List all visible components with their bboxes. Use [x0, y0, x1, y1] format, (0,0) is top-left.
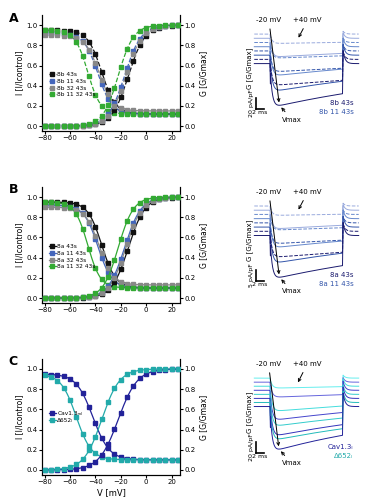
Text: 8a 43s: 8a 43s [330, 272, 353, 278]
Y-axis label: I [I/Icontrol]: I [I/Icontrol] [15, 223, 24, 267]
Text: Vmax: Vmax [282, 280, 302, 294]
Text: 5 pA/pF: 5 pA/pF [249, 264, 254, 287]
Text: 8b 43s: 8b 43s [330, 100, 353, 106]
Text: 2 ms: 2 ms [253, 454, 268, 459]
Text: -20 mV: -20 mV [256, 190, 282, 274]
Text: G [G/Gmax]: G [G/Gmax] [247, 220, 254, 261]
Text: Vmax: Vmax [282, 108, 302, 122]
Text: 20 pA/pF: 20 pA/pF [249, 90, 254, 118]
Text: Δ652ₗ: Δ652ₗ [334, 453, 353, 459]
Text: +40 mV: +40 mV [293, 190, 322, 208]
Text: B: B [9, 184, 18, 196]
X-axis label: V [mV]: V [mV] [97, 488, 126, 497]
Text: A: A [9, 12, 18, 24]
Y-axis label: G [G/Gmax]: G [G/Gmax] [199, 394, 208, 440]
Text: Cav1.3ₗ: Cav1.3ₗ [328, 444, 353, 450]
Y-axis label: I [I/Icontrol]: I [I/Icontrol] [15, 51, 24, 96]
Y-axis label: G [G/Gmax]: G [G/Gmax] [199, 50, 208, 96]
Text: +40 mV: +40 mV [293, 18, 322, 36]
Text: Vmax: Vmax [282, 452, 301, 466]
Text: 20 pA/pF: 20 pA/pF [249, 434, 254, 461]
Text: 8a 11 43s: 8a 11 43s [319, 281, 353, 287]
Text: +40 mV: +40 mV [293, 361, 321, 382]
Text: 2 ms: 2 ms [253, 110, 268, 115]
Text: G [G/Gmax]: G [G/Gmax] [247, 392, 254, 433]
Legend: 8a 43s, 8a 11 43s, 8a 32 43s, 8a 11 32 43s: 8a 43s, 8a 11 43s, 8a 32 43s, 8a 11 32 4… [46, 242, 98, 272]
Legend: Cav1.3ₘₗ, Δ652ₗ: Cav1.3ₘₗ, Δ652ₗ [46, 408, 85, 425]
Text: 2 ms: 2 ms [253, 282, 268, 287]
Text: -20 mV: -20 mV [256, 361, 281, 446]
Text: -20 mV: -20 mV [256, 18, 282, 102]
Legend: 8b 43s, 8b 11 43s, 8b 32 43s, 8b 11 32 43s: 8b 43s, 8b 11 43s, 8b 32 43s, 8b 11 32 4… [46, 70, 98, 100]
Text: C: C [9, 356, 18, 368]
Text: G [G/Gmax]: G [G/Gmax] [247, 48, 254, 89]
Y-axis label: G [G/Gmax]: G [G/Gmax] [199, 222, 208, 268]
Y-axis label: I [I/Icontrol]: I [I/Icontrol] [15, 394, 24, 439]
Text: 8b 11 43s: 8b 11 43s [319, 110, 353, 116]
